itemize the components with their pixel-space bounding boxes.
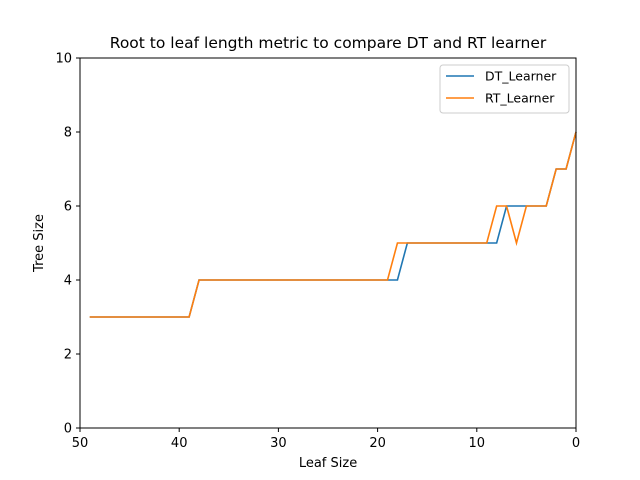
data-point (486, 242, 488, 244)
data-point (387, 279, 389, 281)
data-point (248, 279, 250, 281)
data-point (466, 242, 468, 244)
data-point (456, 242, 458, 244)
x-axis-title: Leaf Size (299, 456, 357, 471)
x-tick-label: 10 (469, 436, 486, 451)
plot-frame (79, 57, 577, 429)
data-point (436, 242, 438, 244)
data-point (337, 279, 339, 281)
legend-box (439, 64, 570, 114)
data-point (228, 279, 230, 281)
data-point (347, 279, 349, 281)
x-tick-label: 40 (171, 436, 188, 451)
y-tick-label: 10 (55, 52, 72, 67)
data-point (198, 279, 200, 281)
data-point (109, 316, 111, 318)
data-point (545, 205, 547, 207)
y-tick-label: 2 (64, 348, 72, 363)
data-point (129, 316, 131, 318)
data-point (367, 279, 369, 281)
data-point (277, 279, 279, 281)
data-point (208, 279, 210, 281)
data-point (396, 242, 398, 244)
data-point (99, 316, 101, 318)
data-point (426, 242, 428, 244)
x-tick-label: 20 (369, 436, 386, 451)
data-point (168, 316, 170, 318)
data-point (396, 279, 398, 281)
data-point (178, 316, 180, 318)
data-point (148, 316, 150, 318)
chart-title: Root to leaf length metric to compare DT… (110, 34, 547, 52)
data-point (506, 205, 508, 207)
data-point (535, 205, 537, 207)
data-point (496, 205, 498, 207)
data-point (297, 279, 299, 281)
x-tick-label: 30 (270, 436, 287, 451)
data-point (525, 205, 527, 207)
series-layer (89, 131, 577, 318)
data-point (119, 316, 121, 318)
data-point (476, 242, 478, 244)
data-point (416, 242, 418, 244)
data-point (446, 242, 448, 244)
data-point (496, 242, 498, 244)
y-tick-label: 0 (64, 422, 72, 437)
x-tick-label: 0 (572, 436, 580, 451)
legend-label: DT_Learner (485, 69, 557, 84)
data-point (287, 279, 289, 281)
legend-label: RT_Learner (485, 91, 555, 106)
data-point (89, 316, 91, 318)
series-points (89, 131, 577, 318)
data-point (406, 242, 408, 244)
y-tick-label: 4 (64, 274, 72, 289)
data-point (188, 316, 190, 318)
data-point (515, 205, 517, 207)
data-point (307, 279, 309, 281)
data-point (327, 279, 329, 281)
data-point (267, 279, 269, 281)
axis-ticks: 50 40 30 20 10 0 0 2 4 6 8 10 (55, 52, 580, 452)
data-point (317, 279, 319, 281)
data-point (158, 316, 160, 318)
data-point (555, 168, 557, 170)
series-line-rt-learner (89, 131, 577, 318)
data-point (377, 279, 379, 281)
y-tick-label: 8 (64, 126, 72, 141)
y-axis-title: Tree Size (32, 214, 47, 273)
data-point (139, 316, 141, 318)
data-point (515, 242, 517, 244)
legend: DT_Learner RT_Learner (439, 64, 570, 114)
x-tick-label: 50 (72, 436, 89, 451)
data-point (565, 168, 567, 170)
data-point (357, 279, 359, 281)
data-point (238, 279, 240, 281)
y-tick-label: 6 (64, 200, 72, 215)
data-point (258, 279, 260, 281)
data-point (218, 279, 220, 281)
